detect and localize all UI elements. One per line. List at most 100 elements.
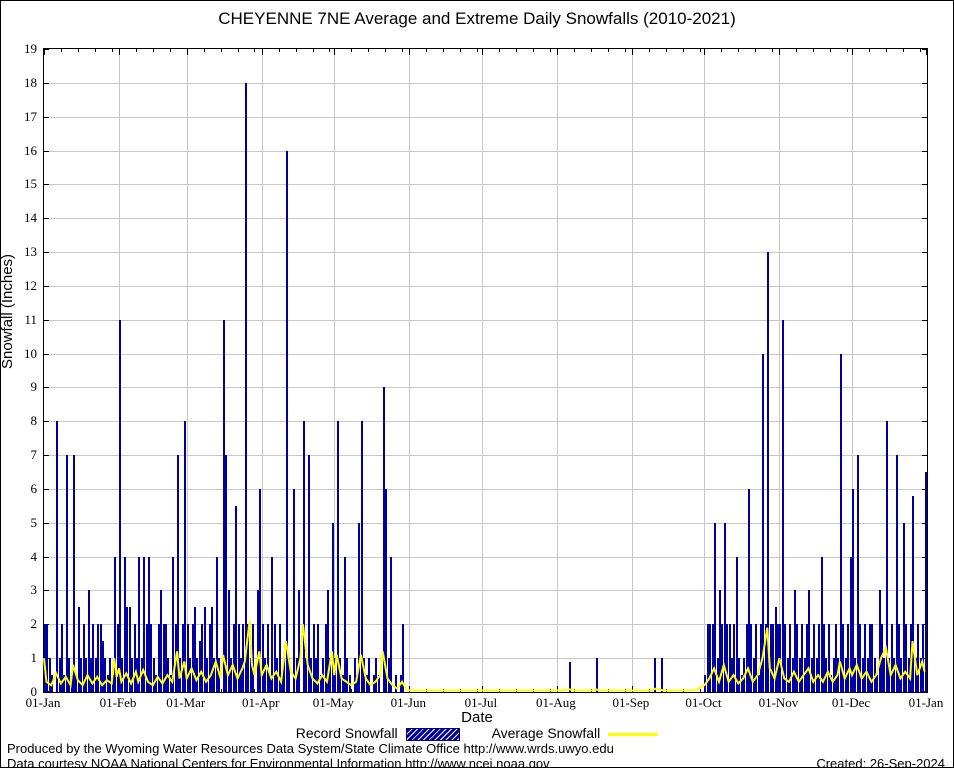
- y-tick: [922, 116, 927, 118]
- record-snowfall-bar: [890, 624, 893, 692]
- record-snowfall-bar: [726, 624, 729, 692]
- x-tick-week: [169, 49, 171, 52]
- y-tick: [922, 387, 927, 389]
- gridline-v: [631, 49, 633, 692]
- x-tick-week: [515, 49, 517, 52]
- record-snowfall-bar: [189, 658, 192, 692]
- x-tick-week: [532, 49, 534, 52]
- record-snowfall-bar: [206, 658, 209, 692]
- record-snowfall-bar: [60, 624, 63, 692]
- record-snowfall-bar: [387, 658, 390, 692]
- x-tick-week: [549, 49, 551, 52]
- y-tick: [44, 116, 49, 118]
- y-tick: [922, 691, 927, 692]
- x-tick-week: [902, 49, 904, 52]
- x-tick-week: [203, 49, 205, 52]
- x-tick-label: 01-Oct: [685, 695, 722, 710]
- record-snowfall-bar: [769, 624, 772, 692]
- footer-data-courtesy: Data courtesy NOAA National Centers for …: [7, 756, 550, 768]
- x-tick-week: [111, 49, 113, 52]
- gridline-h: [44, 285, 927, 287]
- y-tick: [922, 522, 927, 524]
- record-snowfall-bar: [213, 658, 216, 692]
- record-snowfall-bar: [252, 624, 255, 692]
- y-tick: [922, 150, 927, 152]
- record-snowfall-bar: [777, 624, 779, 692]
- record-snowfall-bar: [895, 455, 898, 692]
- x-tick-month: [409, 686, 411, 692]
- y-tick-label: 17: [24, 108, 37, 124]
- y-tick-label: 12: [24, 277, 37, 293]
- record-snowfall-bar: [307, 455, 310, 692]
- record-snowfall-bar: [861, 658, 864, 692]
- y-tick: [922, 658, 927, 660]
- y-tick-label: 3: [30, 582, 38, 598]
- record-snowfall-bar: [793, 590, 796, 692]
- legend-record-label: Record Snowfall: [295, 725, 398, 742]
- x-tick-week: [590, 49, 592, 52]
- y-tick: [44, 522, 49, 524]
- x-tick-week: [237, 49, 239, 52]
- x-tick-week: [368, 49, 370, 52]
- record-snowfall-bar: [305, 658, 308, 692]
- record-snowfall-bar: [924, 472, 927, 692]
- record-snowfall-bar: [718, 590, 721, 692]
- record-snowfall-bar: [878, 590, 881, 692]
- x-tick-week: [351, 689, 353, 692]
- record-snowfall-bar: [283, 658, 286, 692]
- record-snowfall-bar: [317, 624, 320, 692]
- record-snowfall-bar: [181, 624, 184, 692]
- record-snowfall-bar: [237, 624, 240, 692]
- record-snowfall-bar: [63, 675, 66, 692]
- plot-area: [43, 48, 928, 693]
- x-tick-month: [481, 49, 483, 55]
- record-snowfall-bar: [856, 455, 859, 692]
- record-snowfall-bar: [868, 624, 871, 692]
- record-snowfall-bar: [876, 675, 879, 692]
- record-snowfall-bar: [256, 590, 259, 692]
- y-tick: [44, 150, 49, 152]
- x-tick-month: [556, 49, 558, 55]
- x-tick-week: [443, 49, 445, 52]
- record-snowfall-bar: [764, 624, 767, 692]
- record-snowfall-bar: [285, 150, 288, 692]
- legend-average-label: Average Snowfall: [491, 725, 601, 742]
- legend-average-item: Average Snowfall: [492, 725, 659, 741]
- record-snowfall-bar: [215, 556, 218, 692]
- x-tick-label: 01-Nov: [758, 695, 799, 710]
- x-tick-month: [261, 49, 263, 55]
- record-snowfall-bar: [288, 658, 291, 692]
- gridline-v: [186, 49, 188, 692]
- gridline-h: [44, 387, 927, 389]
- y-tick: [922, 624, 927, 626]
- x-tick-month: [186, 49, 188, 55]
- x-tick-week: [426, 49, 428, 52]
- record-snowfall-bar: [368, 658, 371, 692]
- record-snowfall-bar: [92, 624, 95, 692]
- gridline-h: [44, 82, 927, 84]
- gridline-h: [44, 488, 927, 490]
- record-snowfall-bar: [208, 624, 211, 692]
- record-bar-swatch-icon: [405, 728, 460, 742]
- record-snowfall-bar: [56, 421, 59, 692]
- record-snowfall-bar: [341, 675, 344, 692]
- x-tick-week: [477, 49, 479, 52]
- y-tick: [44, 421, 49, 423]
- record-snowfall-bar: [97, 624, 100, 692]
- gridline-h: [44, 455, 927, 457]
- gridline-h: [44, 116, 927, 118]
- y-tick-label: 15: [24, 176, 37, 192]
- gridline-h: [44, 353, 927, 355]
- x-tick-week: [721, 49, 723, 52]
- y-tick: [44, 319, 49, 321]
- y-tick-label: 8: [30, 413, 38, 429]
- gridline-v: [556, 49, 558, 692]
- x-tick-week: [755, 49, 757, 52]
- record-snowfall-bar: [131, 658, 134, 692]
- record-snowfall-bar: [247, 624, 250, 692]
- x-tick-week: [351, 49, 353, 52]
- record-snowfall-bar: [239, 658, 242, 692]
- x-tick-month: [852, 49, 853, 55]
- x-tick-week: [772, 49, 774, 52]
- x-tick-label: 01-May: [312, 695, 354, 710]
